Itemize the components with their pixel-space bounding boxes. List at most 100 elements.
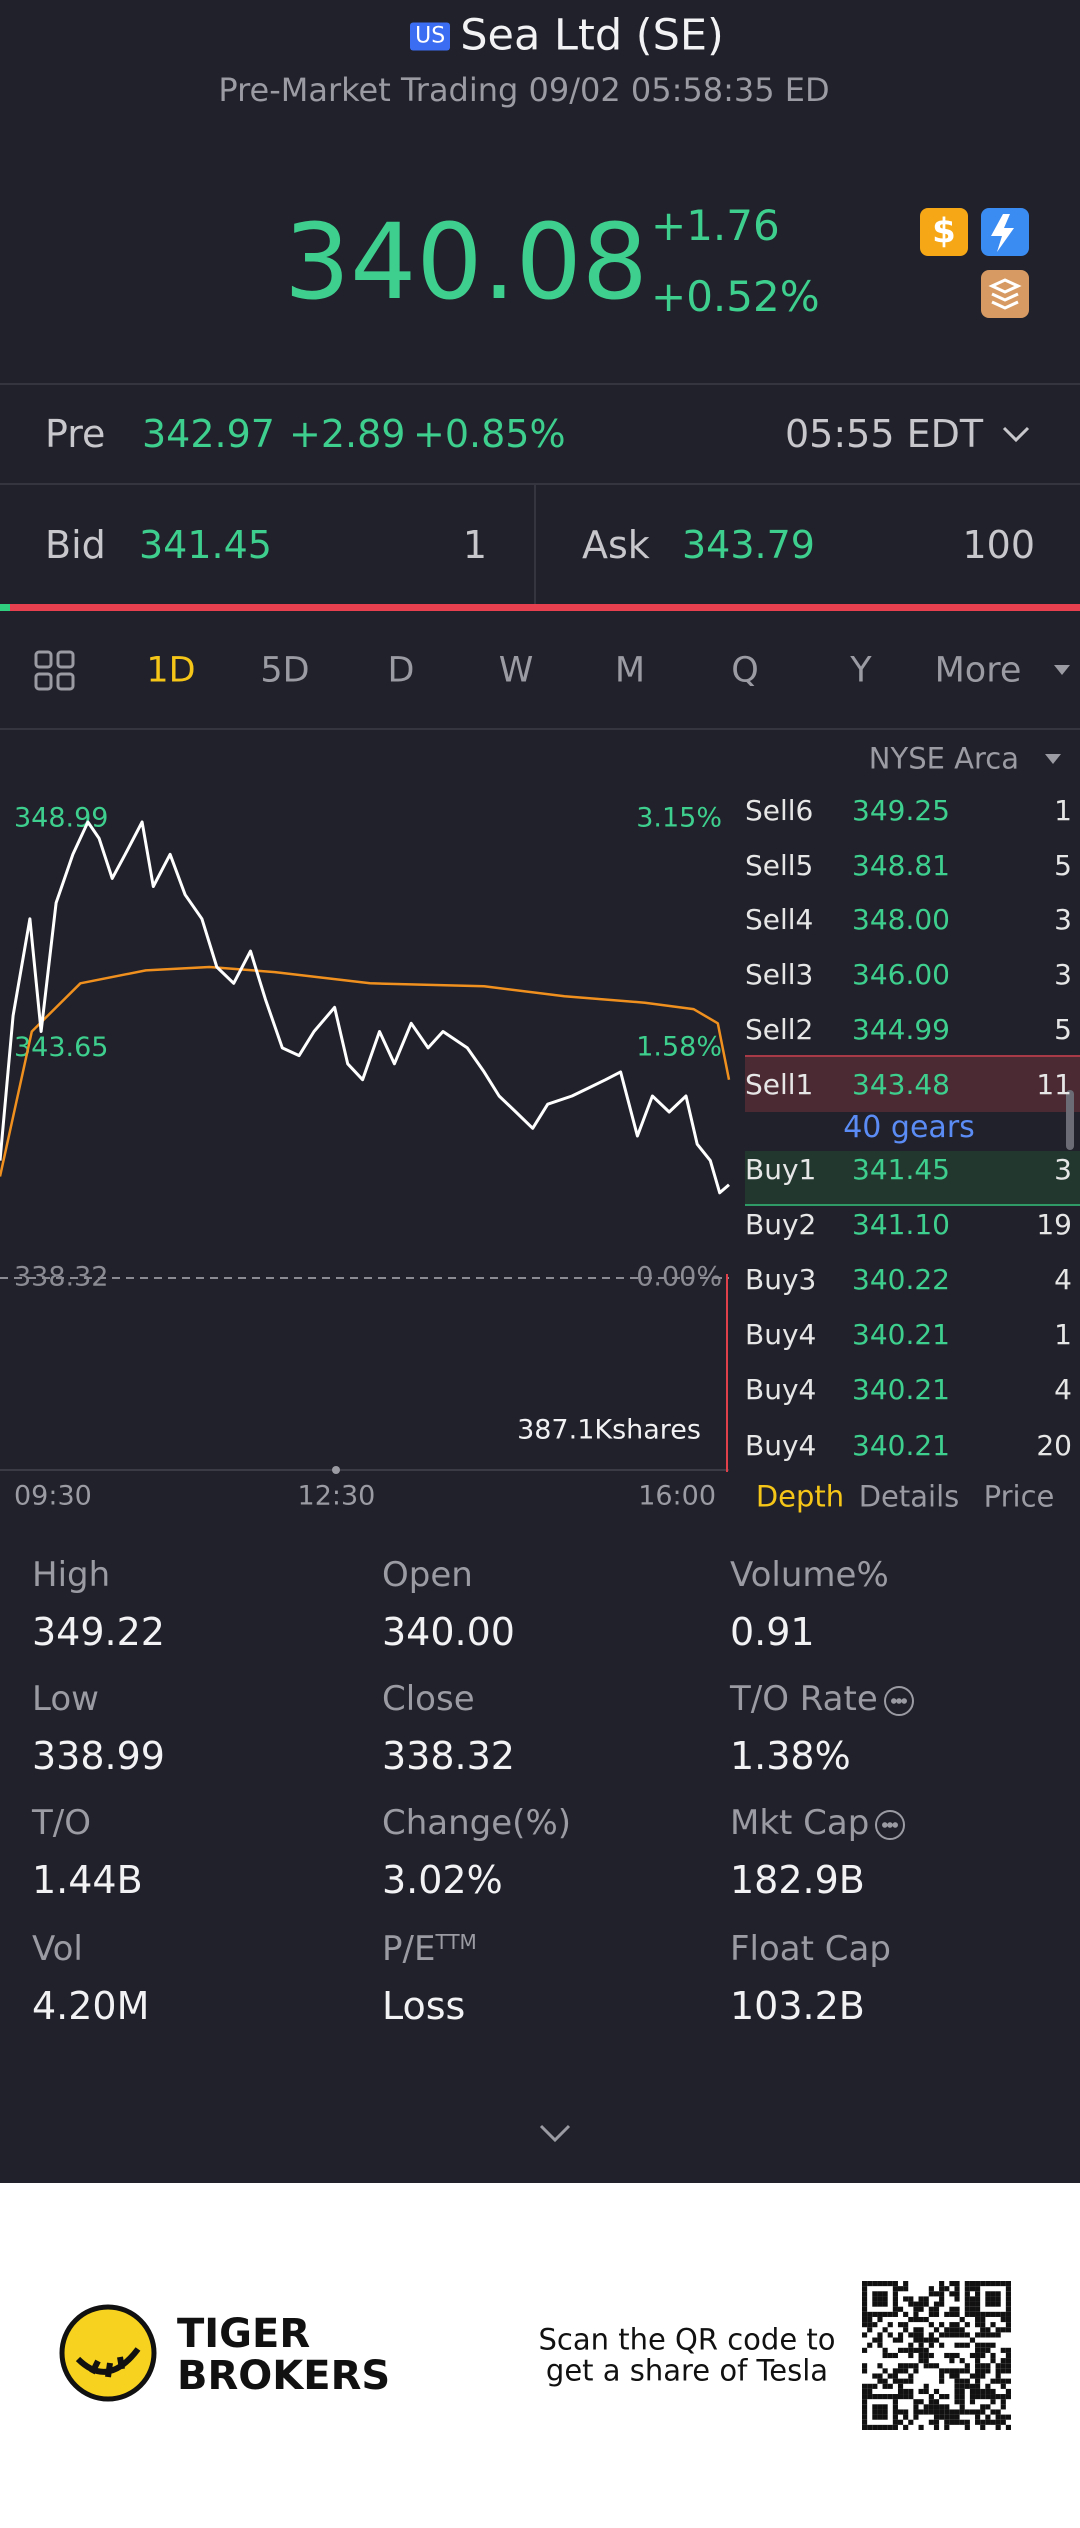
qr-module: [964, 2306, 970, 2312]
period-tab[interactable]: 5D: [260, 650, 310, 691]
qr-module: [980, 2394, 986, 2400]
qr-module: [964, 2301, 970, 2307]
qr-module: [990, 2322, 996, 2328]
bid-ratio-bar: [0, 604, 10, 611]
qr-module: [1005, 2347, 1011, 2353]
qr-module: [908, 2296, 914, 2302]
book-gears[interactable]: 40 gears: [843, 1110, 975, 1145]
qr-module: [1000, 2358, 1006, 2364]
qr-module: [897, 2337, 904, 2343]
qr-module: [928, 2337, 934, 2343]
qr-module: [872, 2394, 878, 2400]
qr-module: [969, 2311, 976, 2317]
exchange-selector[interactable]: NYSE Arca: [868, 741, 1019, 776]
qr-module: [959, 2394, 965, 2400]
qr-module: [990, 2378, 996, 2384]
market-badge: US: [410, 22, 451, 50]
qr-module: [918, 2342, 924, 2348]
price-change-pct: +0.52%: [651, 272, 820, 321]
qr-module: [959, 2316, 965, 2323]
stat-value: 338.32: [382, 1734, 515, 1778]
qr-module: [877, 2424, 883, 2430]
qr-module: [964, 2419, 970, 2425]
qr-module: [1005, 2327, 1011, 2333]
qr-module: [862, 2404, 868, 2410]
qr-module: [867, 2424, 873, 2430]
qr-module: [862, 2306, 868, 2312]
layout-icon[interactable]: [34, 650, 75, 691]
qr-module: [928, 2342, 934, 2348]
qr-module: [969, 2399, 976, 2405]
qr-module: [980, 2368, 986, 2374]
qr-module: [944, 2409, 950, 2415]
subtitle: Pre-Market Trading 09/02 05:58:35 ED: [218, 71, 830, 109]
qr-module: [877, 2311, 883, 2317]
qr-module: [892, 2394, 898, 2400]
stat-label: Change(%): [382, 1803, 572, 1843]
period-tab[interactable]: 1D: [146, 650, 196, 691]
qr-module: [980, 2316, 986, 2323]
qr-module: [985, 2347, 991, 2353]
qr-module: [872, 2311, 878, 2317]
qr-module: [862, 2363, 868, 2369]
qr-module: [954, 2342, 960, 2348]
book-tab[interactable]: Price: [983, 1479, 1055, 1514]
info-icon[interactable]: [883, 1685, 914, 1716]
period-tab[interactable]: W: [498, 650, 534, 691]
qr-module: [1000, 2383, 1006, 2389]
book-tab[interactable]: Depth: [755, 1479, 845, 1514]
session-marker: [332, 1466, 340, 1474]
qr-module: [985, 2291, 991, 2297]
qr-module: [944, 2394, 950, 2400]
book-price: 343.48: [852, 1068, 950, 1101]
qr-module: [969, 2388, 976, 2395]
qr-module: [1005, 2316, 1011, 2323]
period-tab[interactable]: D: [387, 650, 415, 691]
qr-module: [995, 2327, 1001, 2333]
qr-module: [949, 2291, 955, 2297]
collapse-icon[interactable]: [539, 2124, 571, 2143]
qr-module: [990, 2388, 996, 2395]
qr-module: [918, 2327, 924, 2333]
bid-price: 341.45: [139, 523, 272, 567]
qr-module: [882, 2311, 888, 2317]
qr-module: [990, 2342, 996, 2348]
qr-module: [949, 2409, 955, 2415]
qr-module: [908, 2316, 914, 2323]
qr-module: [923, 2296, 929, 2302]
period-tab[interactable]: Q: [731, 650, 759, 691]
period-tab[interactable]: More: [934, 650, 1022, 691]
qr-module: [1005, 2286, 1011, 2292]
pre-time: 05:55 EDT: [785, 412, 984, 456]
qr-module: [985, 2363, 991, 2369]
qr-module: [1005, 2414, 1011, 2420]
qr-module: [954, 2286, 960, 2292]
qr-module: [882, 2291, 888, 2297]
qr-module: [923, 2347, 929, 2353]
qr-module: [897, 2394, 904, 2400]
icon-layers[interactable]: [981, 270, 1029, 318]
book-tab[interactable]: Details: [858, 1479, 960, 1514]
dropdown-icon: [1054, 665, 1070, 675]
qr-module: [877, 2409, 883, 2415]
qr-module: [969, 2409, 976, 2415]
qr-module: [1000, 2419, 1006, 2425]
icon-dollar[interactable]: [920, 208, 968, 256]
qr-module: [877, 2316, 883, 2323]
period-tab[interactable]: M: [614, 650, 646, 691]
expand-icon[interactable]: [1002, 426, 1030, 443]
qr-module: [954, 2383, 960, 2389]
qr-module: [939, 2301, 945, 2307]
stat-label: Float Cap: [730, 1929, 891, 1969]
qr-module: [1000, 2394, 1006, 2400]
qr-module: [944, 2352, 950, 2359]
qr-module: [985, 2301, 991, 2307]
qr-module: [975, 2347, 981, 2353]
qr-module: [887, 2373, 893, 2379]
qr-module: [862, 2322, 868, 2328]
period-tab[interactable]: Y: [850, 650, 872, 691]
qr-module: [1000, 2281, 1006, 2287]
info-icon[interactable]: [875, 1809, 906, 1840]
pre-change: +2.89: [289, 412, 406, 456]
